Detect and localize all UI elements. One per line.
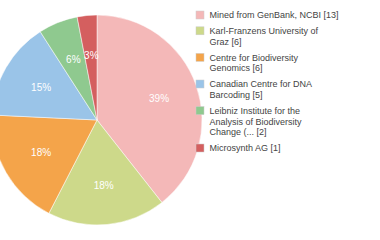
svg-text:6%: 6% [66,54,81,65]
svg-text:Mined from GenBank, NCBI [13]: Mined from GenBank, NCBI [13] [210,10,339,20]
svg-text:Canadian Centre for DNABarcodi: Canadian Centre for DNABarcoding [5] [210,79,313,100]
svg-text:Leibniz Institute for theAnaly: Leibniz Institute for theAnalysis of Bio… [210,106,303,138]
svg-text:15%: 15% [31,82,51,93]
svg-text:18%: 18% [94,180,114,191]
svg-text:Microsynth AG [1]: Microsynth AG [1] [210,143,281,153]
svg-text:39%: 39% [149,93,169,104]
svg-text:Karl-Franzens University ofGra: Karl-Franzens University ofGraz [6] [210,26,319,47]
svg-text:18%: 18% [31,147,51,158]
svg-text:Centre for BiodiversityGenomic: Centre for BiodiversityGenomics [6] [210,53,299,74]
svg-text:3%: 3% [84,50,99,61]
